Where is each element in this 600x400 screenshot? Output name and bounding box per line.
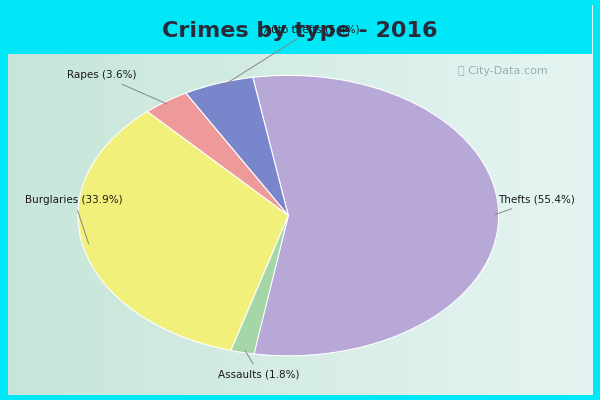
Wedge shape: [78, 112, 289, 350]
Text: Assaults (1.8%): Assaults (1.8%): [218, 351, 300, 379]
Wedge shape: [231, 216, 289, 354]
Wedge shape: [186, 77, 289, 216]
Text: Thefts (55.4%): Thefts (55.4%): [495, 195, 575, 215]
Text: Crimes by type - 2016: Crimes by type - 2016: [162, 20, 438, 40]
Text: Rapes (3.6%): Rapes (3.6%): [67, 70, 167, 104]
Wedge shape: [253, 75, 499, 356]
Wedge shape: [147, 93, 289, 216]
Bar: [8, 5, 592, 54]
Text: ⓘ City-Data.com: ⓘ City-Data.com: [458, 66, 548, 76]
Text: Burglaries (33.9%): Burglaries (33.9%): [25, 195, 123, 244]
Text: Auto thefts (5.4%): Auto thefts (5.4%): [223, 25, 359, 86]
